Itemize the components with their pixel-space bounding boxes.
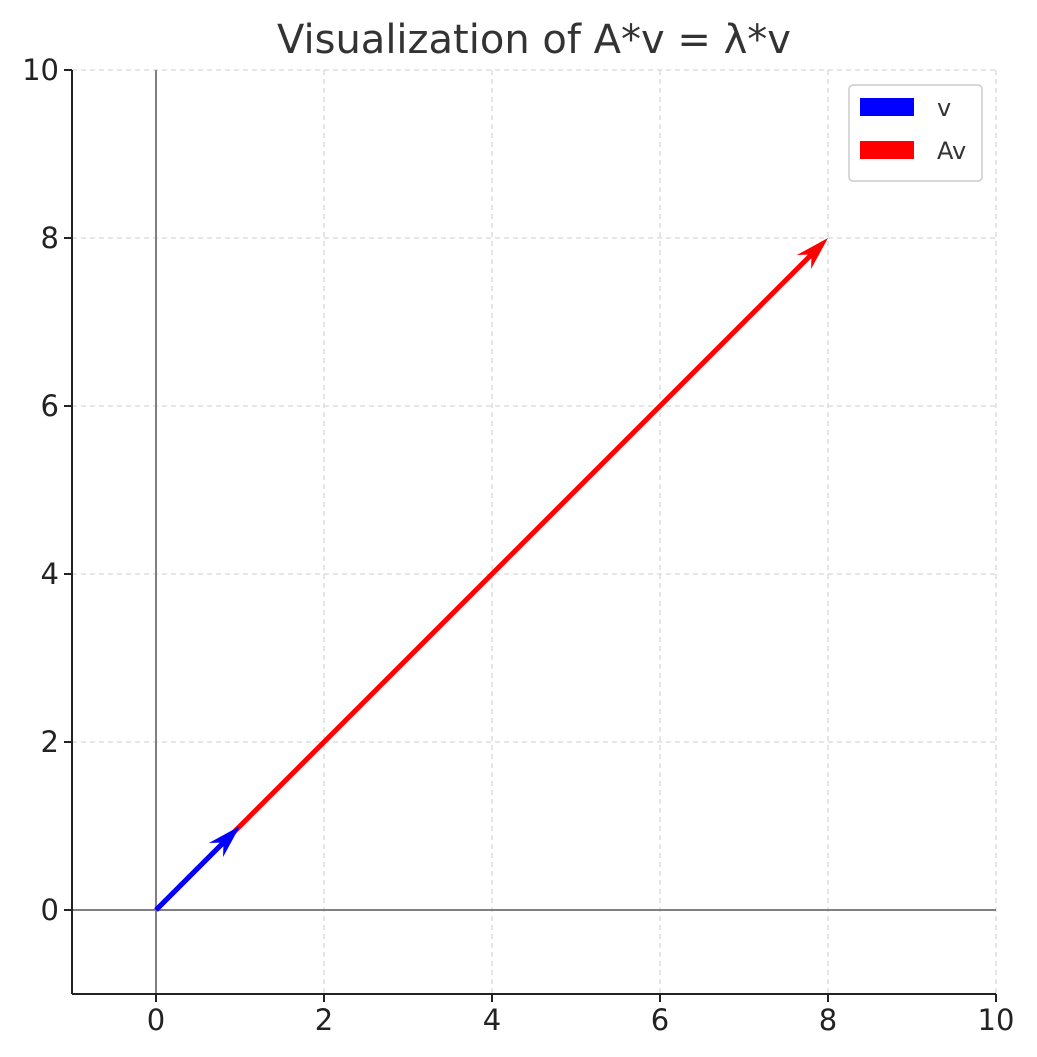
x-tick-label: 4 [483,1003,501,1037]
x-tick-label: 2 [315,1003,333,1037]
legend-label-av: Av [937,137,966,165]
y-tick-label: 8 [41,221,59,255]
chart-title: Visualization of A*v = λ*v [277,17,791,63]
y-tick-label: 2 [41,725,59,759]
y-tick-label: 0 [41,893,59,927]
y-tick-label: 4 [41,557,59,591]
x-tick-label: 10 [978,1003,1015,1037]
x-tick-label: 6 [651,1003,669,1037]
y-tick-label: 6 [41,389,59,423]
grid [72,69,997,994]
legend-swatch-av [860,141,914,159]
vector-arrow-v [154,826,240,912]
x-tick-label: 0 [147,1003,165,1037]
axes: 0 2 4 6 8 10 0 2 4 6 8 10 [22,53,1014,1037]
legend: v Av [848,84,983,182]
zero-lines [72,70,996,994]
vectors [154,238,829,912]
x-tick-label: 8 [819,1003,837,1037]
legend-swatch-v [860,98,914,116]
y-tick-label: 10 [22,53,59,87]
legend-label-v: v [937,94,951,122]
vector-arrow-av [154,238,829,912]
